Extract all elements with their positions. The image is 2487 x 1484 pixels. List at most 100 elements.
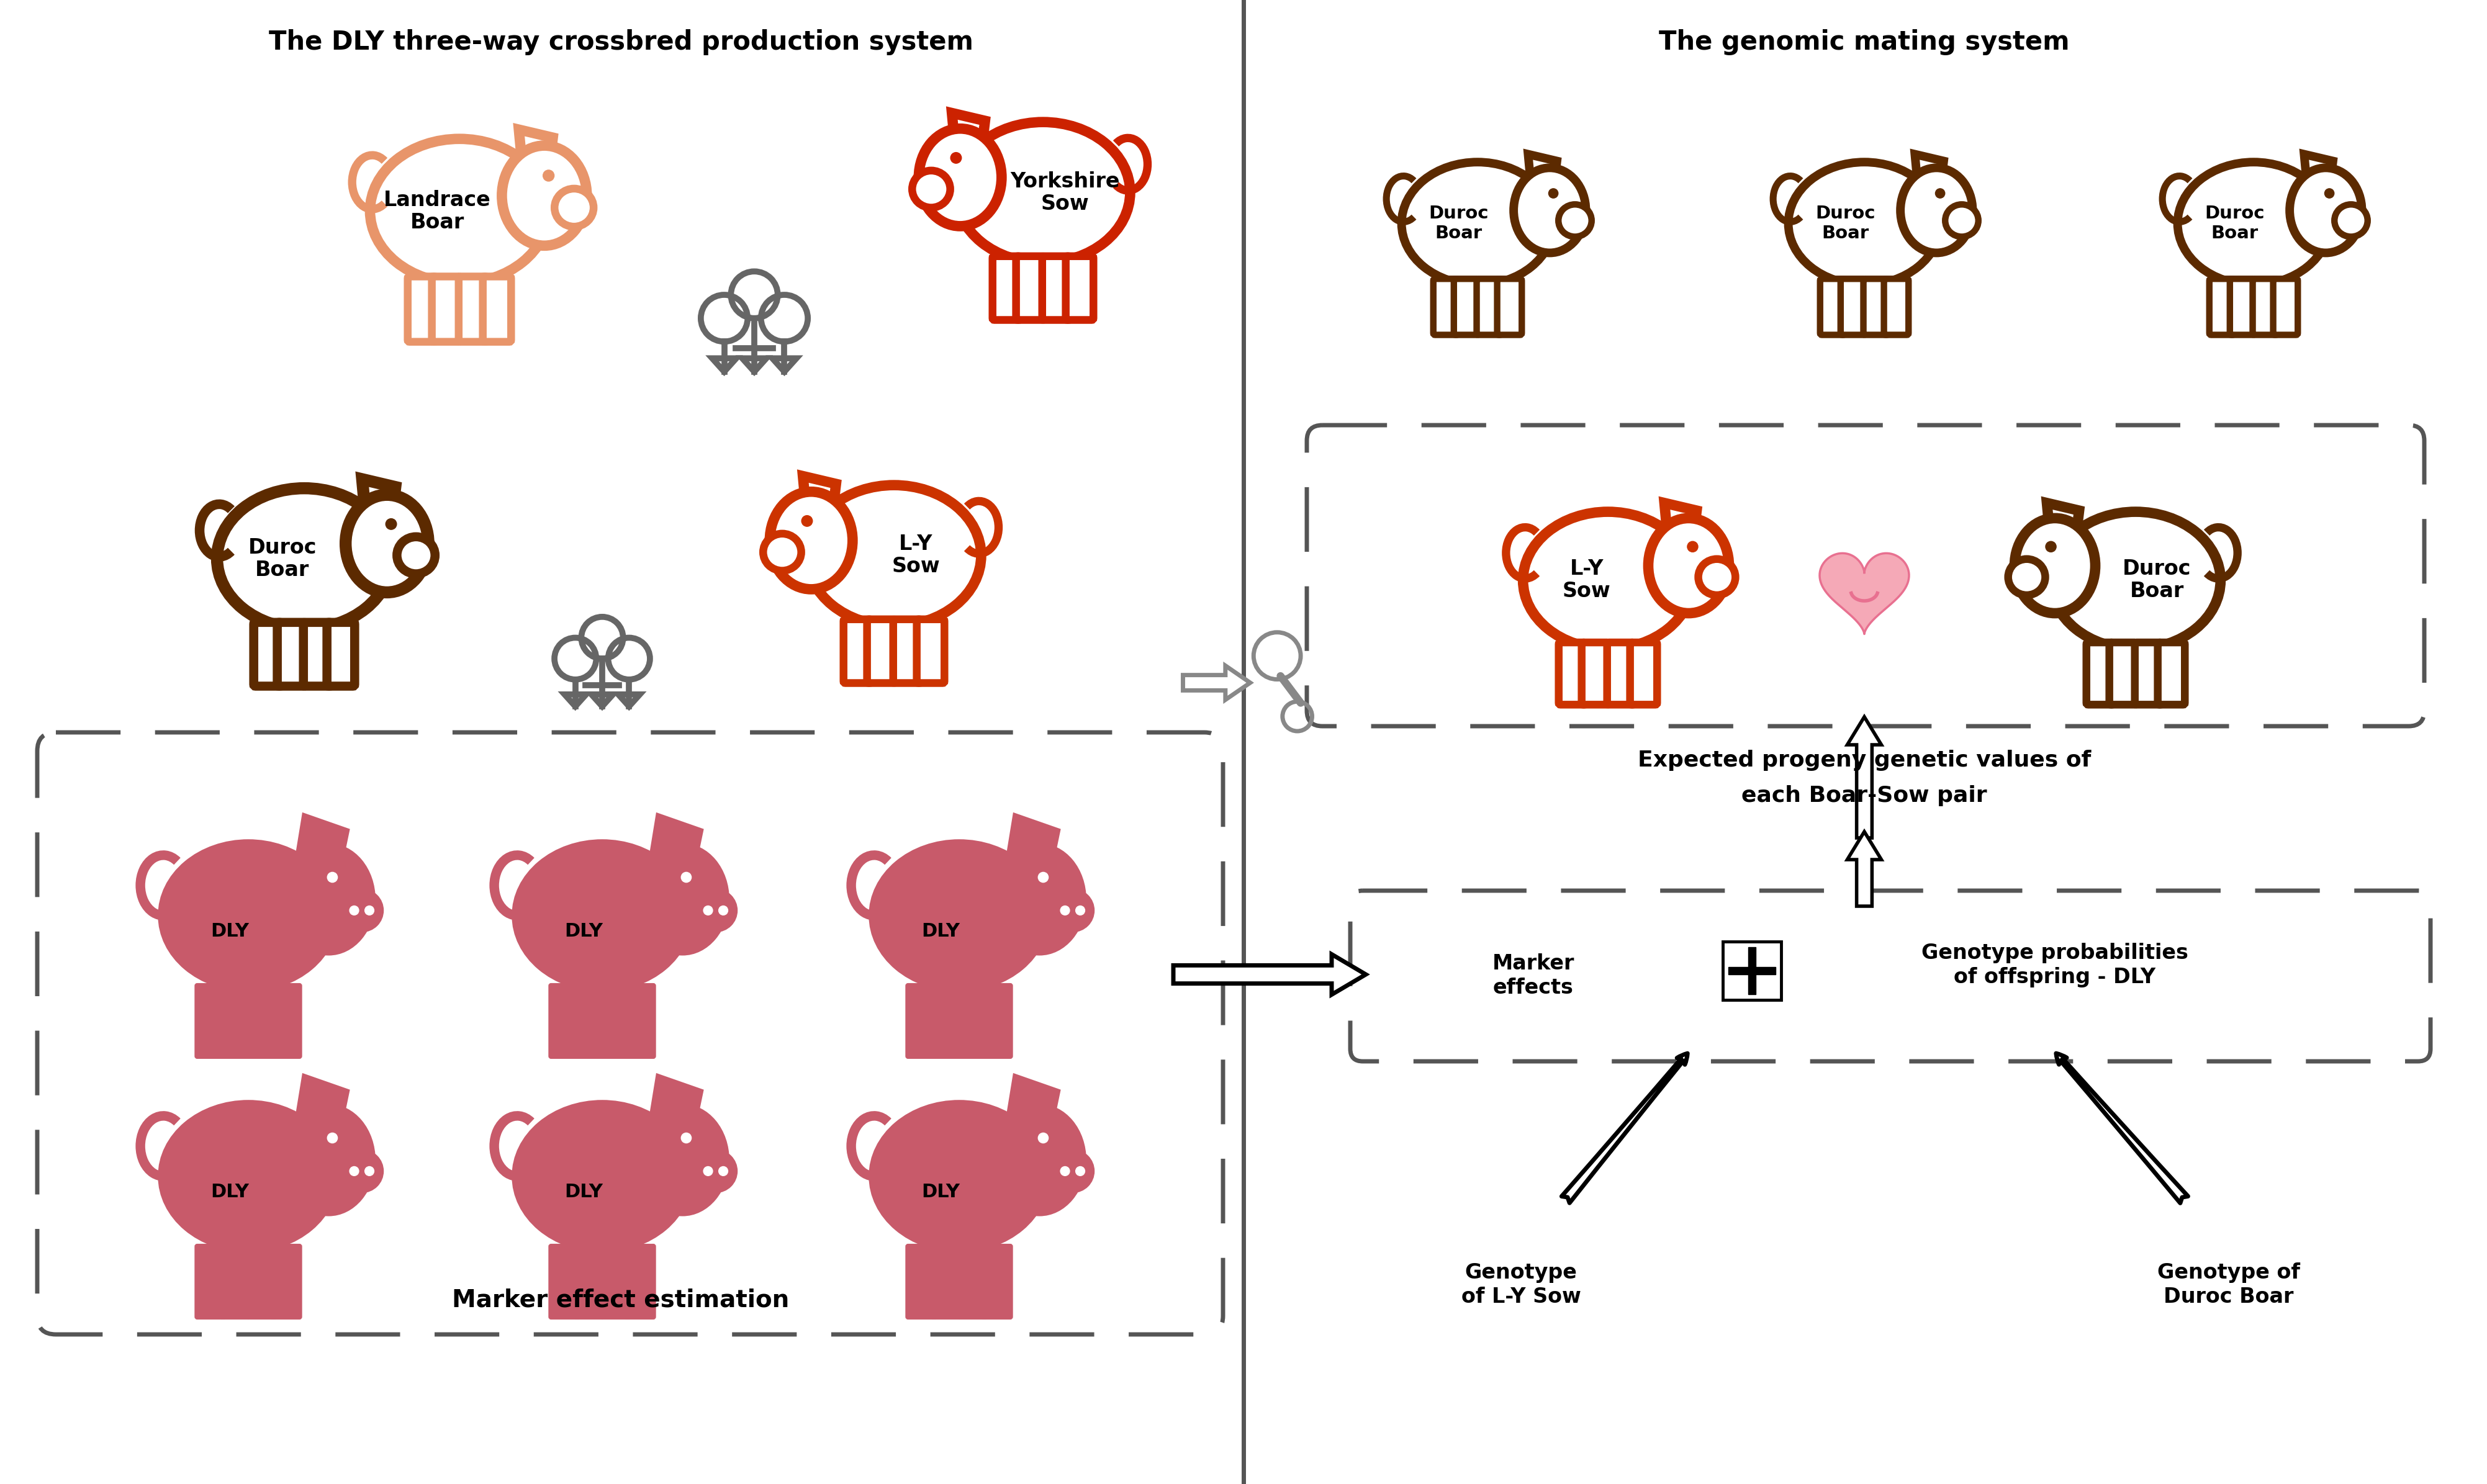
Polygon shape [1184, 666, 1251, 700]
FancyBboxPatch shape [1748, 947, 1756, 994]
Circle shape [1077, 905, 1084, 916]
FancyBboxPatch shape [957, 984, 987, 1058]
FancyBboxPatch shape [303, 622, 331, 686]
FancyBboxPatch shape [246, 1245, 276, 1319]
Text: Duroc: Duroc [1428, 205, 1490, 223]
Ellipse shape [284, 844, 376, 954]
Text: Genotype
of L-Y Sow: Genotype of L-Y Sow [1462, 1263, 1582, 1307]
Polygon shape [1664, 503, 1696, 537]
Polygon shape [363, 479, 395, 515]
Ellipse shape [995, 844, 1084, 954]
Text: Genotype of
Duroc Boar: Genotype of Duroc Boar [2156, 1263, 2300, 1307]
Ellipse shape [1403, 162, 1554, 285]
Text: Duroc: Duroc [249, 537, 316, 558]
Ellipse shape [694, 889, 736, 932]
Text: L-Y: L-Y [1569, 559, 1604, 579]
Circle shape [2047, 542, 2057, 552]
Polygon shape [1848, 717, 1880, 838]
Polygon shape [293, 1074, 348, 1134]
FancyBboxPatch shape [2231, 279, 2256, 335]
Ellipse shape [346, 494, 428, 592]
Ellipse shape [870, 1101, 1050, 1251]
Ellipse shape [764, 534, 801, 571]
FancyBboxPatch shape [408, 276, 435, 341]
Ellipse shape [371, 139, 550, 283]
FancyBboxPatch shape [930, 1245, 962, 1319]
Text: DLY: DLY [565, 1183, 602, 1201]
FancyBboxPatch shape [905, 984, 938, 1058]
FancyBboxPatch shape [1629, 643, 1656, 705]
FancyBboxPatch shape [1455, 279, 1477, 335]
Ellipse shape [918, 129, 1002, 226]
Text: DLY: DLY [211, 923, 249, 941]
FancyBboxPatch shape [550, 984, 579, 1058]
FancyBboxPatch shape [1863, 279, 1888, 335]
Circle shape [681, 873, 691, 883]
FancyBboxPatch shape [1067, 257, 1094, 321]
FancyBboxPatch shape [1042, 257, 1069, 321]
Text: Duroc: Duroc [1816, 205, 1875, 223]
FancyBboxPatch shape [1723, 941, 1781, 1000]
Ellipse shape [995, 1104, 1084, 1215]
Ellipse shape [1699, 559, 1736, 595]
FancyBboxPatch shape [1728, 968, 1776, 975]
FancyBboxPatch shape [1477, 279, 1502, 335]
Circle shape [704, 905, 714, 916]
Circle shape [2325, 188, 2335, 197]
Polygon shape [953, 113, 985, 148]
Ellipse shape [806, 485, 982, 626]
Ellipse shape [284, 1104, 376, 1215]
FancyBboxPatch shape [276, 622, 306, 686]
Circle shape [1059, 1166, 1069, 1175]
Circle shape [366, 905, 373, 916]
FancyBboxPatch shape [271, 984, 301, 1058]
Circle shape [1549, 188, 1557, 197]
Polygon shape [1820, 554, 1910, 634]
Ellipse shape [341, 889, 383, 932]
Ellipse shape [1788, 162, 1940, 285]
Circle shape [351, 1166, 358, 1175]
Text: Boar: Boar [410, 212, 465, 233]
Ellipse shape [1522, 512, 1694, 649]
FancyBboxPatch shape [1582, 643, 1609, 705]
Ellipse shape [512, 1101, 691, 1251]
Polygon shape [1005, 1074, 1059, 1134]
Ellipse shape [159, 840, 338, 991]
Polygon shape [647, 813, 704, 874]
FancyBboxPatch shape [957, 1245, 987, 1319]
Ellipse shape [1900, 168, 1972, 252]
FancyBboxPatch shape [599, 984, 632, 1058]
FancyBboxPatch shape [458, 276, 487, 341]
FancyBboxPatch shape [905, 1245, 938, 1319]
Circle shape [328, 1132, 338, 1143]
Ellipse shape [1945, 205, 1977, 237]
FancyBboxPatch shape [893, 619, 920, 683]
Text: Genotype probabilities
of offspring - DLY: Genotype probabilities of offspring - DL… [1922, 942, 2189, 987]
Ellipse shape [1052, 1150, 1094, 1192]
FancyBboxPatch shape [1840, 279, 1865, 335]
Circle shape [1077, 1166, 1084, 1175]
FancyBboxPatch shape [1017, 257, 1045, 321]
FancyBboxPatch shape [624, 1245, 654, 1319]
Polygon shape [2047, 503, 2079, 537]
FancyBboxPatch shape [572, 1245, 604, 1319]
Circle shape [366, 1166, 373, 1175]
Polygon shape [647, 1074, 704, 1134]
Text: Sow: Sow [1040, 193, 1089, 214]
Text: L-Y: L-Y [898, 534, 933, 555]
Polygon shape [1915, 154, 1945, 186]
Ellipse shape [555, 188, 594, 227]
Text: Yorkshire: Yorkshire [1010, 171, 1119, 191]
FancyBboxPatch shape [2134, 643, 2161, 705]
Ellipse shape [2291, 168, 2363, 252]
Ellipse shape [2179, 162, 2330, 285]
Circle shape [719, 1166, 729, 1175]
Polygon shape [1005, 813, 1059, 874]
Ellipse shape [637, 1104, 729, 1215]
Text: Boar: Boar [2129, 582, 2184, 601]
Polygon shape [803, 476, 836, 510]
FancyBboxPatch shape [2087, 643, 2114, 705]
Text: Expected progeny genetic values of: Expected progeny genetic values of [1636, 749, 2092, 770]
Circle shape [950, 153, 962, 163]
Ellipse shape [398, 537, 435, 574]
